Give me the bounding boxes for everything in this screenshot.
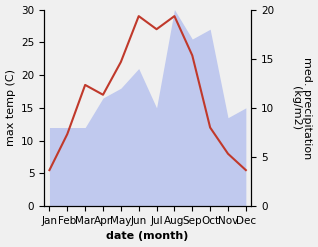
Y-axis label: max temp (C): max temp (C) (5, 69, 16, 146)
X-axis label: date (month): date (month) (107, 231, 189, 242)
Y-axis label: med. precipitation
(kg/m2): med. precipitation (kg/m2) (291, 57, 313, 159)
